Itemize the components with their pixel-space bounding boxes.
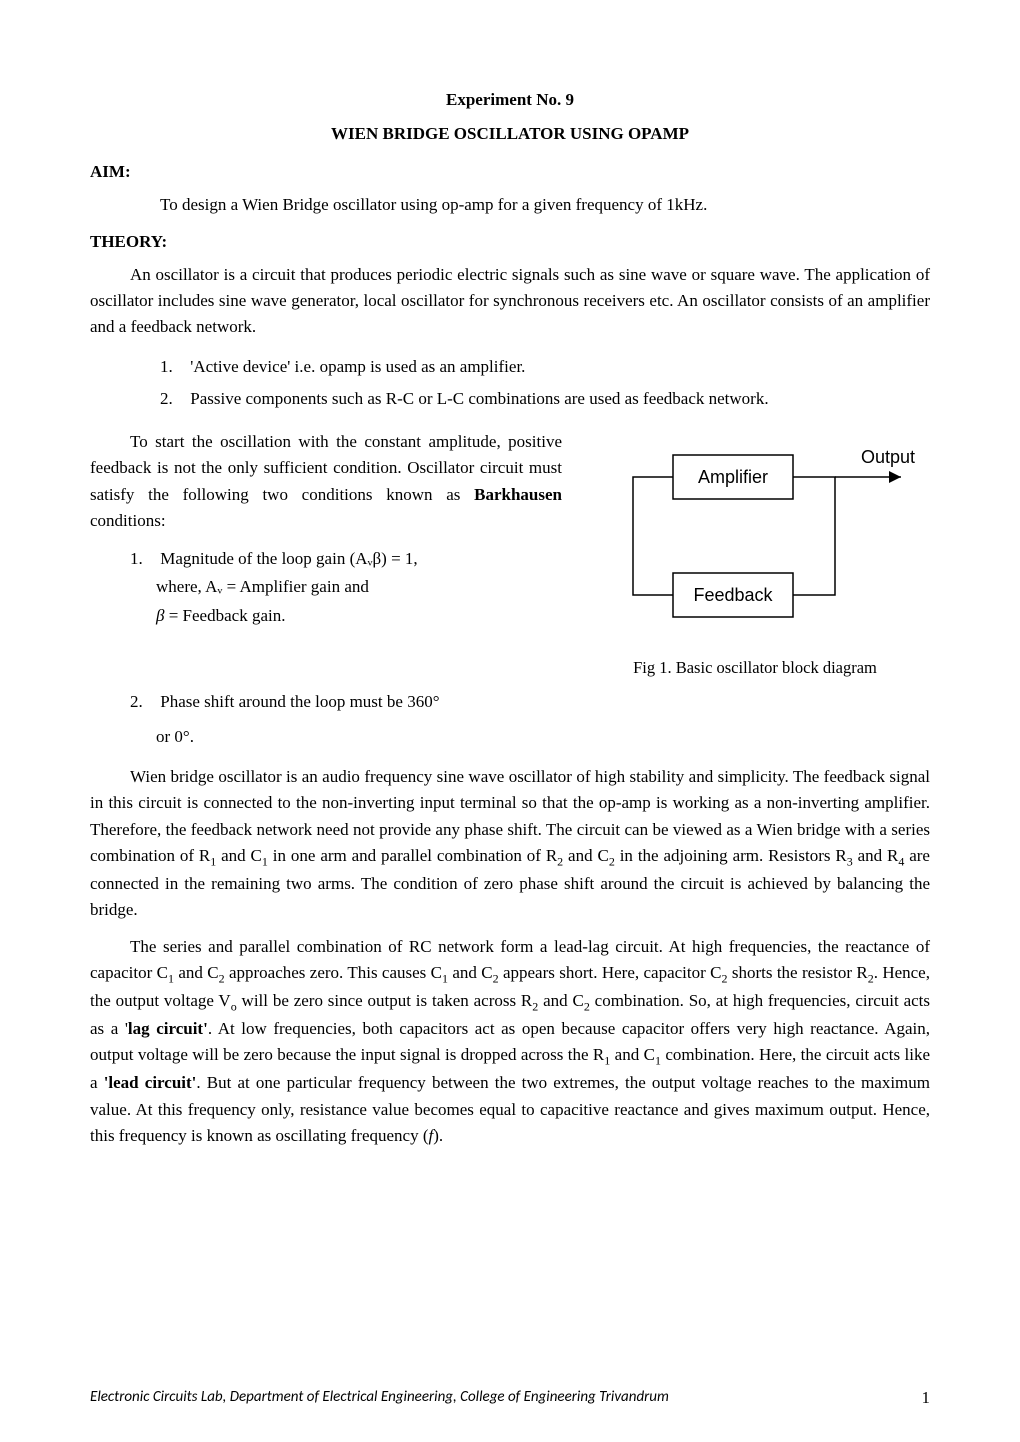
- cond1-text: Magnitude of the loop gain (Aᵥβ) = 1,: [160, 549, 417, 568]
- barkhausen-bold: Barkhausen: [474, 485, 562, 504]
- theory-para-1: An oscillator is a circuit that produces…: [90, 262, 930, 341]
- cond2-sub: or 0°.: [156, 723, 930, 752]
- feedback-label: Feedback: [693, 585, 773, 605]
- page-footer: Electronic Circuits Lab, Department of E…: [90, 1388, 930, 1408]
- text: . But at one particular frequency betwee…: [90, 1073, 930, 1145]
- aim-text: To design a Wien Bridge oscillator using…: [160, 192, 930, 218]
- list-text: Passive components such as R-C or L-C co…: [190, 389, 768, 408]
- lag-circuit-bold: lag circuit': [128, 1019, 208, 1038]
- page-number: 1: [922, 1388, 931, 1408]
- theory-heading: THEORY:: [90, 232, 930, 252]
- text: and C: [610, 1045, 655, 1064]
- text: will be zero since output is taken acros…: [237, 991, 533, 1010]
- block-diagram-svg: Amplifier Feedback Output: [585, 433, 925, 643]
- cond1-sub2: β = Feedback gain.: [156, 602, 562, 631]
- figure-caption: Fig 1. Basic oscillator block diagram: [580, 658, 930, 678]
- feedback-input-line: [633, 477, 673, 595]
- cond2-text: Phase shift around the loop must be 360°: [160, 692, 439, 711]
- list-num: 2.: [160, 383, 186, 415]
- text: ).: [433, 1126, 443, 1145]
- cond1-sub1: where, Aᵥ = Amplifier gain and: [156, 573, 562, 602]
- amp-feedback-line: [793, 477, 835, 595]
- text: and C: [538, 991, 584, 1010]
- text: and C: [174, 963, 219, 982]
- experiment-number: Experiment No. 9: [90, 90, 930, 110]
- list-text: 'Active device' i.e. opamp is used as an…: [190, 357, 525, 376]
- text: approaches zero. This causes C: [225, 963, 442, 982]
- amplifier-label: Amplifier: [698, 467, 768, 487]
- text: in one arm and parallel combination of R: [268, 846, 557, 865]
- beta-italic: β: [156, 606, 164, 625]
- text: appears short. Here, capacitor C: [499, 963, 722, 982]
- oscillator-block-diagram: Amplifier Feedback Output: [580, 433, 930, 648]
- condition-2: 2. Phase shift around the loop must be 3…: [130, 688, 930, 717]
- condition-1: 1. Magnitude of the loop gain (Aᵥβ) = 1,: [130, 545, 562, 574]
- diagram-column: Amplifier Feedback Output Fig 1. Basic o…: [580, 429, 930, 678]
- text: and C: [563, 846, 609, 865]
- footer-left: Electronic Circuits Lab, Department of E…: [90, 1388, 669, 1408]
- text: and C: [216, 846, 262, 865]
- theory-list-1: 1. 'Active device' i.e. opamp is used as…: [160, 351, 930, 416]
- aim-heading: AIM:: [90, 162, 930, 182]
- output-label: Output: [861, 447, 915, 467]
- list-num: 2.: [130, 688, 156, 717]
- list-item: 1. 'Active device' i.e. opamp is used as…: [160, 351, 930, 383]
- text: and R: [853, 846, 899, 865]
- list-num: 1.: [130, 545, 156, 574]
- page-title: WIEN BRIDGE OSCILLATOR USING OPAMP: [90, 124, 930, 144]
- text: and C: [448, 963, 493, 982]
- theory-para-2: Wien bridge oscillator is an audio frequ…: [90, 764, 930, 924]
- list-item: 2. Passive components such as R-C or L-C…: [160, 383, 930, 415]
- text: in the adjoining arm. Resistors R: [615, 846, 847, 865]
- barkhausen-text-column: To start the oscillation with the consta…: [90, 429, 562, 678]
- text: shorts the resistor R: [727, 963, 867, 982]
- text: conditions:: [90, 511, 166, 530]
- theory-para-3: The series and parallel combination of R…: [90, 934, 930, 1150]
- list-num: 1.: [160, 351, 186, 383]
- output-arrow-icon: [889, 471, 901, 483]
- barkhausen-section: To start the oscillation with the consta…: [90, 429, 930, 678]
- barkhausen-intro: To start the oscillation with the consta…: [90, 429, 562, 534]
- lead-circuit-bold: 'lead circuit': [104, 1073, 197, 1092]
